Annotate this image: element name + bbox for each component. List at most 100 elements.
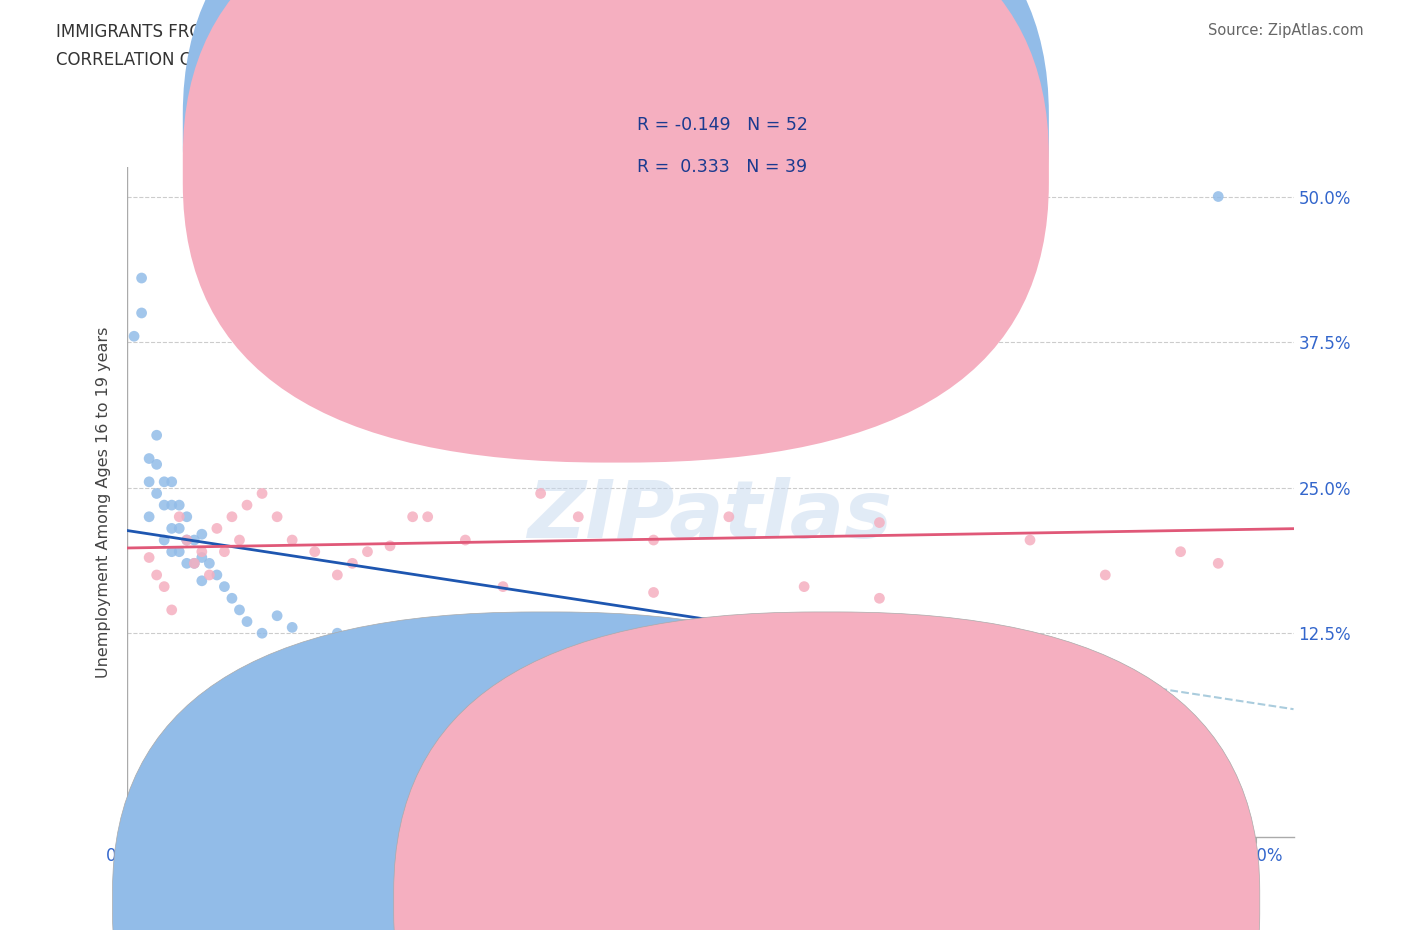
Point — [176, 533, 198, 548]
Point — [342, 649, 364, 664]
Point — [160, 521, 183, 536]
Point — [281, 533, 304, 548]
Point — [183, 556, 205, 571]
Text: Immigrants from Croatia: Immigrants from Croatia — [567, 893, 770, 911]
Point — [183, 556, 205, 571]
Text: Source: ZipAtlas.com: Source: ZipAtlas.com — [1208, 23, 1364, 38]
Point — [145, 486, 167, 501]
Point — [378, 660, 401, 675]
Point — [198, 556, 221, 571]
Point — [1094, 567, 1116, 582]
Point — [221, 591, 243, 605]
Point — [145, 567, 167, 582]
Text: R = -0.149   N = 52: R = -0.149 N = 52 — [637, 116, 808, 134]
Point — [605, 690, 627, 705]
Point — [681, 667, 703, 682]
Y-axis label: Unemployment Among Ages 16 to 19 years: Unemployment Among Ages 16 to 19 years — [96, 326, 111, 678]
Point — [492, 579, 515, 594]
Point — [131, 271, 153, 286]
Point — [304, 544, 326, 559]
Point — [1170, 544, 1192, 559]
Point — [145, 457, 167, 472]
Point — [530, 667, 553, 682]
Point — [454, 655, 477, 670]
Point — [198, 567, 221, 582]
Point — [153, 533, 176, 548]
Point — [793, 696, 815, 711]
Point — [326, 626, 349, 641]
Point — [160, 544, 183, 559]
Point — [378, 538, 401, 553]
Text: CORRELATION CHART: CORRELATION CHART — [56, 51, 236, 69]
Point — [138, 550, 160, 565]
Point — [160, 474, 183, 489]
Point — [416, 510, 439, 525]
Point — [643, 585, 665, 600]
Point — [176, 510, 198, 525]
Point — [214, 579, 236, 594]
Point — [236, 614, 259, 629]
Point — [153, 579, 176, 594]
Point — [191, 544, 214, 559]
Point — [236, 498, 259, 512]
Point — [266, 608, 288, 623]
Point — [868, 690, 890, 705]
Point — [176, 556, 198, 571]
Point — [530, 486, 553, 501]
Point — [416, 637, 439, 652]
Point — [214, 544, 236, 559]
Point — [138, 451, 160, 466]
Point — [160, 498, 183, 512]
Point — [145, 428, 167, 443]
Point — [401, 510, 423, 525]
Point — [176, 533, 198, 548]
Point — [1206, 189, 1229, 204]
Point — [717, 667, 740, 682]
Point — [356, 544, 378, 559]
Point — [221, 510, 243, 525]
Point — [167, 544, 190, 559]
Point — [138, 510, 160, 525]
Text: R =  0.333   N = 39: R = 0.333 N = 39 — [637, 158, 807, 176]
Point — [160, 603, 183, 618]
Point — [153, 498, 176, 512]
Point — [643, 533, 665, 548]
Point — [228, 603, 250, 618]
Point — [191, 574, 214, 589]
Point — [138, 474, 160, 489]
Point — [167, 521, 190, 536]
Point — [717, 510, 740, 525]
Point — [304, 637, 326, 652]
Point — [1206, 556, 1229, 571]
Point — [266, 510, 288, 525]
Point — [250, 486, 273, 501]
Point — [1019, 533, 1042, 548]
Point — [868, 591, 890, 605]
Point — [122, 329, 145, 344]
Point — [131, 306, 153, 321]
Point — [205, 567, 228, 582]
Point — [342, 556, 364, 571]
Point — [183, 533, 205, 548]
Point — [167, 498, 190, 512]
Point — [326, 567, 349, 582]
Text: Immigrants from Middle Africa: Immigrants from Middle Africa — [848, 893, 1099, 911]
Point — [492, 672, 515, 687]
Text: ZIPatlas: ZIPatlas — [527, 476, 893, 554]
Point — [868, 515, 890, 530]
Point — [454, 533, 477, 548]
Point — [205, 521, 228, 536]
Point — [153, 474, 176, 489]
Point — [943, 329, 966, 344]
Point — [191, 550, 214, 565]
Point — [793, 579, 815, 594]
Text: IMMIGRANTS FROM CROATIA VS IMMIGRANTS FROM MIDDLE AFRICA UNEMPLOYMENT AMONG AGES: IMMIGRANTS FROM CROATIA VS IMMIGRANTS FR… — [56, 23, 1026, 41]
Point — [228, 533, 250, 548]
Point — [643, 678, 665, 693]
Point — [191, 526, 214, 541]
Point — [281, 620, 304, 635]
Point — [250, 626, 273, 641]
Point — [167, 510, 190, 525]
Point — [567, 510, 589, 525]
Point — [943, 748, 966, 763]
